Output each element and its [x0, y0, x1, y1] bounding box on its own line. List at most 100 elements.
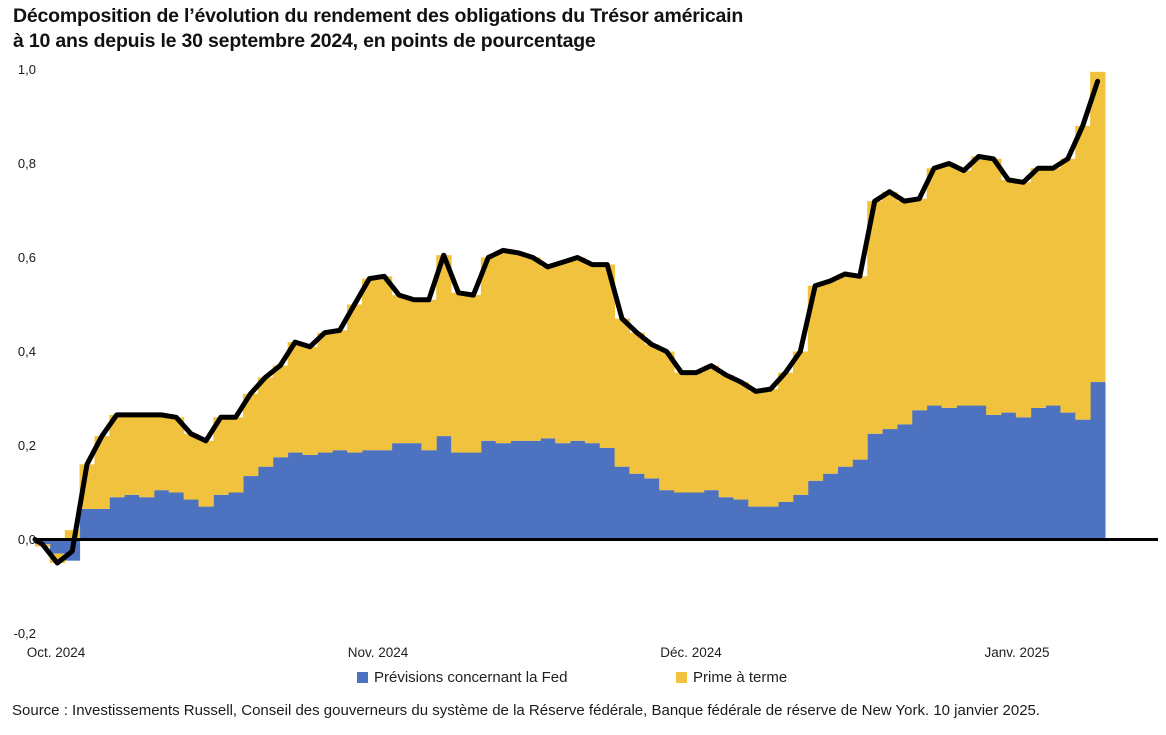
day-bar-segment — [941, 407, 957, 540]
day-bar-segment — [1030, 168, 1047, 408]
day-bar-segment — [49, 553, 66, 563]
day-bar-segment — [763, 389, 779, 507]
day-bar-segment — [376, 276, 393, 451]
day-bar-segment — [1015, 417, 1032, 540]
day-bar-segment — [674, 492, 690, 540]
day-bar-segment — [1060, 158, 1076, 413]
day-bar-segment — [198, 440, 214, 507]
day-bar-segment — [49, 539, 66, 554]
day-bar-segment — [272, 365, 289, 458]
day-bar-segment — [451, 452, 467, 540]
day-bar-segment — [733, 499, 749, 540]
day-bar-segment — [584, 264, 601, 444]
day-bar-segment — [1045, 405, 1061, 540]
day-bar-segment — [168, 492, 185, 540]
day-bar-segment — [228, 417, 244, 493]
day-bar-segment — [213, 494, 229, 540]
y-axis-tick-label: 0,4 — [17, 343, 36, 359]
day-bar-segment — [451, 292, 467, 453]
x-axis-month-label: Janv. 2025 — [984, 645, 1050, 660]
day-bar-segment — [257, 377, 274, 467]
day-bar-segment — [718, 375, 734, 498]
day-bar-segment — [882, 429, 898, 540]
day-bar-segment — [807, 480, 824, 540]
day-bar-segment — [614, 466, 630, 540]
day-bar-segment — [124, 494, 140, 540]
day-bar-segment — [257, 466, 274, 540]
day-bar-segment — [1060, 412, 1076, 540]
day-bar-segment — [555, 443, 571, 540]
day-bar-segment — [570, 440, 586, 540]
day-bar-segment — [540, 266, 556, 439]
day-bar-segment — [94, 508, 110, 540]
total-line-series — [32, 78, 1101, 566]
day-bar-segment — [183, 433, 199, 500]
day-bar-segment — [198, 506, 214, 540]
day-bar-segment — [659, 351, 675, 491]
day-bar-segment — [540, 438, 556, 540]
x-axis: Oct. 2024 Nov. 2024 Déc. 2024 Janv. 2025 — [0, 645, 1166, 663]
day-bar-segment — [629, 332, 645, 474]
day-bar-segment — [867, 433, 883, 540]
day-bar-segment — [153, 490, 170, 540]
day-bar-segment — [896, 424, 913, 540]
legend-label: Prévisions concernant la Fed — [374, 669, 568, 686]
day-bar-segment — [763, 506, 779, 540]
y-axis-tick-label: 0,8 — [17, 155, 36, 171]
day-bar-segment — [911, 198, 928, 411]
day-bar-segment — [287, 342, 303, 453]
day-bar-segment — [837, 466, 853, 540]
day-bar-segment — [525, 440, 541, 540]
day-bar-segment — [956, 170, 972, 406]
day-bar-segment — [361, 450, 378, 540]
day-bar-segment — [109, 497, 125, 540]
day-bar-segment — [109, 414, 125, 498]
day-bar-segment — [495, 443, 512, 540]
chart-title-line-2: à 10 ans depuis le 30 septembre 2024, en… — [13, 30, 596, 52]
day-bar-segment — [1090, 71, 1106, 383]
day-bar-segment — [436, 255, 452, 437]
day-bar-segment — [124, 414, 140, 495]
day-bar-segment — [911, 410, 928, 540]
day-bar-segment — [852, 459, 868, 540]
day-bar-segment — [79, 508, 95, 540]
day-bar-segment — [822, 473, 838, 540]
day-bar-segment — [421, 450, 437, 540]
day-bar-segment — [465, 295, 482, 453]
day-bar-segment — [376, 450, 393, 540]
day-bar-segment — [1015, 182, 1032, 418]
day-bar-segment — [555, 262, 571, 444]
day-bar-segment — [896, 201, 913, 425]
day-bar-segment — [243, 393, 259, 477]
day-bar-segment — [644, 478, 660, 540]
day-bar-segment — [168, 417, 185, 493]
day-bar-segment — [837, 273, 853, 467]
chart-title: Décomposition de l’évolution du rendemen… — [13, 4, 743, 54]
day-bar-segment — [347, 452, 363, 540]
x-axis-month-label: Nov. 2024 — [347, 645, 409, 660]
day-bar-segment — [570, 257, 586, 441]
legend-item: Prime à terme — [676, 669, 787, 686]
day-bar-segment — [480, 440, 497, 540]
day-bar-segment — [64, 530, 81, 540]
day-bar-segment — [986, 158, 1002, 415]
day-bar-segment — [867, 201, 883, 434]
day-bar-segment — [1000, 179, 1017, 413]
day-bar-segment — [272, 457, 289, 540]
day-bar-segment — [718, 497, 734, 540]
day-bar-segment — [1000, 412, 1017, 540]
day-bar-segment — [332, 450, 348, 540]
day-bar-segment — [926, 168, 943, 406]
legend-swatch — [676, 672, 687, 683]
day-bar-segment — [614, 318, 630, 467]
day-bar-segment — [406, 443, 422, 540]
day-bar-segment — [153, 414, 170, 491]
legend-swatch — [357, 672, 368, 683]
day-bar-segment — [644, 344, 660, 479]
day-bar-segment — [1075, 419, 1091, 540]
day-bar-segment — [183, 499, 199, 540]
day-bar-segment — [1075, 125, 1091, 420]
y-axis-tick-label: -0,2 — [13, 625, 36, 641]
chart-title-line-1: Décomposition de l’évolution du rendemen… — [13, 5, 744, 27]
